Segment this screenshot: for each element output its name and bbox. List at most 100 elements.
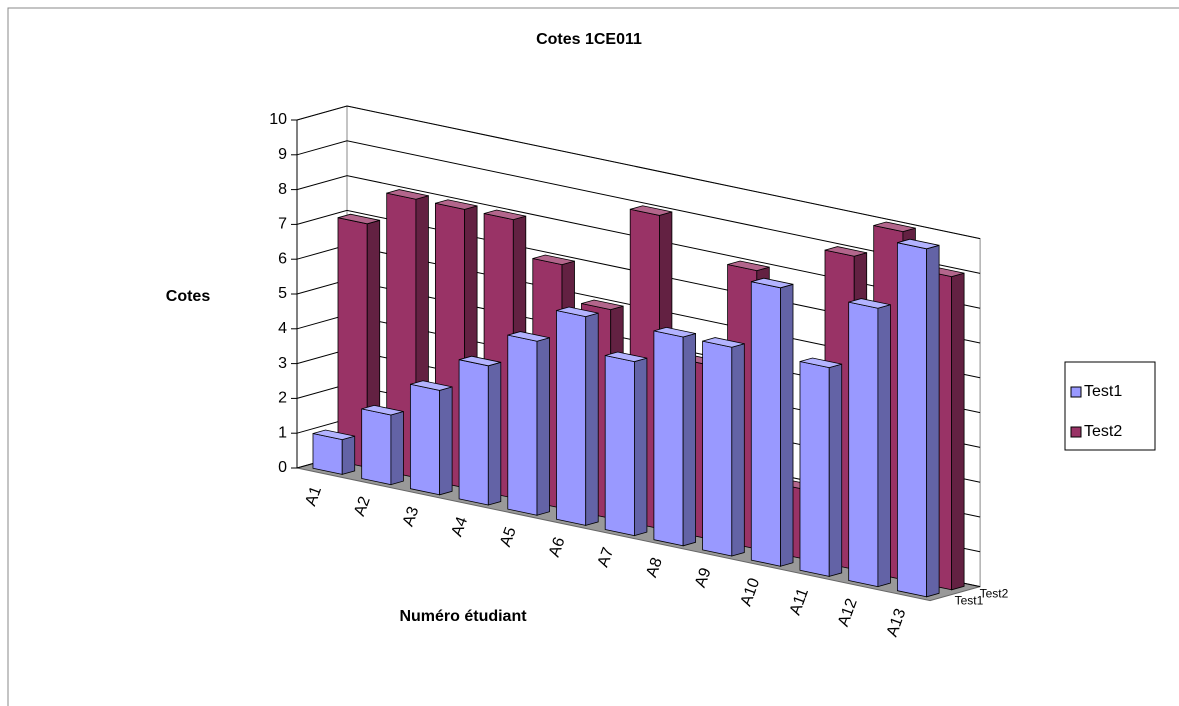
bar-top xyxy=(556,306,599,318)
legend-swatch xyxy=(1070,426,1082,438)
bar xyxy=(312,429,356,475)
y-tick-label: 3 xyxy=(278,355,287,372)
bar-top xyxy=(507,331,550,342)
bar-top xyxy=(410,380,453,391)
y-tick-label: 9 xyxy=(278,146,287,163)
bar xyxy=(507,331,550,516)
grid-line xyxy=(296,175,981,309)
x-tick-label: A3 xyxy=(400,504,423,528)
bar-front xyxy=(702,340,733,557)
grid-line xyxy=(296,140,981,274)
bar-top xyxy=(312,429,355,441)
x-tick-label: A10 xyxy=(738,576,764,609)
legend-label: Test2 xyxy=(1084,423,1122,440)
bar-front xyxy=(896,242,928,598)
bar xyxy=(409,380,453,496)
bar-front xyxy=(507,334,538,516)
bar-front xyxy=(556,309,587,526)
bar xyxy=(653,326,697,547)
x-tick-label: A11 xyxy=(787,586,812,618)
y-tick-label: 2 xyxy=(278,390,287,407)
bar-front xyxy=(458,359,489,506)
y-axis-title: Cotes xyxy=(166,288,211,305)
x-tick-label: A8 xyxy=(643,555,666,579)
bar-top xyxy=(799,357,842,369)
y-tick-label: 8 xyxy=(278,181,287,198)
bar-top xyxy=(386,189,429,200)
x-tick-label: A4 xyxy=(449,515,472,539)
bar-front xyxy=(750,281,781,567)
chart-title: Cotes 1CE011 xyxy=(536,31,642,48)
y-tick-label: 5 xyxy=(278,285,287,302)
bar xyxy=(604,351,648,537)
bar-side xyxy=(877,304,891,588)
bar-front xyxy=(799,360,830,577)
bar xyxy=(337,213,381,468)
bar-side xyxy=(536,337,550,516)
x-tick-label: A7 xyxy=(595,545,618,569)
chart-border xyxy=(7,7,1179,706)
y-tick-label: 10 xyxy=(269,111,287,128)
bar-side xyxy=(341,435,356,475)
y-tick-label: 0 xyxy=(278,459,287,476)
bar-top xyxy=(458,355,501,367)
x-tick-label: A1 xyxy=(302,484,325,508)
bar-top xyxy=(653,326,696,338)
bar-top xyxy=(483,209,526,221)
bar-front xyxy=(653,330,684,547)
bar-side xyxy=(951,272,965,591)
bar xyxy=(361,404,404,486)
bar xyxy=(750,277,794,567)
bar-top xyxy=(727,260,770,272)
bar-top xyxy=(605,351,648,363)
bar xyxy=(896,238,940,598)
bar-front xyxy=(604,354,635,537)
bar-top xyxy=(848,298,891,309)
bar-top xyxy=(361,404,404,416)
bar-side xyxy=(487,361,502,506)
bar-top xyxy=(873,221,916,233)
bar-side xyxy=(828,363,843,577)
legend-label: Test1 xyxy=(1084,383,1122,400)
bar-side xyxy=(731,343,745,557)
x-tick-label: A12 xyxy=(835,596,861,629)
bar-top xyxy=(581,299,624,311)
bar xyxy=(556,306,599,526)
bar-top xyxy=(897,238,940,250)
bar-side xyxy=(439,386,453,496)
bar xyxy=(799,357,843,577)
bar-front xyxy=(409,383,441,496)
bar-side xyxy=(682,332,697,547)
x-tick-label: A6 xyxy=(546,535,569,559)
x-tick-label: A9 xyxy=(692,566,715,590)
bar-side xyxy=(634,357,648,537)
bar-side xyxy=(585,312,599,526)
x-tick-label: A5 xyxy=(497,525,520,549)
grid-line xyxy=(296,105,981,240)
x-tick-label: A13 xyxy=(884,606,910,639)
bar-top xyxy=(824,246,867,257)
legend-swatch xyxy=(1070,386,1082,398)
bar-front xyxy=(848,301,879,588)
bar-top xyxy=(630,205,673,216)
x-axis-title: Numéro étudiant xyxy=(399,608,527,625)
x-tick-label: A2 xyxy=(351,494,374,518)
bar-top xyxy=(532,254,575,266)
depth-label: Test1 xyxy=(955,593,984,607)
y-tick-label: 7 xyxy=(278,216,287,233)
bar-top xyxy=(435,199,478,210)
bar-top xyxy=(337,213,380,225)
bar-side xyxy=(390,410,404,486)
bar-top xyxy=(702,337,745,348)
y-tick-label: 1 xyxy=(278,424,287,441)
y-tick-label: 4 xyxy=(278,320,287,337)
bar-front xyxy=(312,432,343,475)
bar-side xyxy=(780,283,794,567)
bar-front xyxy=(361,408,392,486)
bar-side xyxy=(926,244,940,598)
bar xyxy=(702,337,745,557)
depth-label: Test2 xyxy=(980,586,1009,600)
bar xyxy=(458,355,502,506)
bar xyxy=(848,298,891,588)
